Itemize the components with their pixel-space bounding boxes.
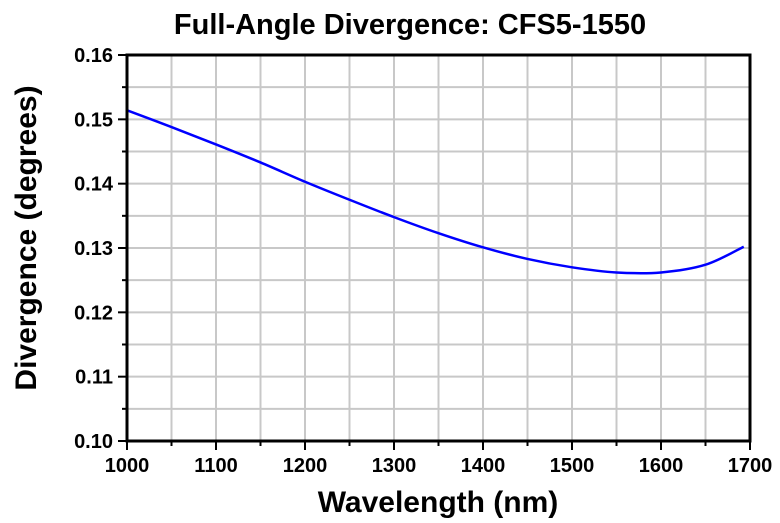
x-tick-label: 1400 (461, 455, 506, 477)
y-tick-label: 0.11 (75, 367, 113, 389)
chart-title: Full-Angle Divergence: CFS5-1550 (174, 9, 646, 41)
y-tick-label: 0.15 (74, 109, 113, 131)
x-tick-label: 1200 (283, 455, 328, 477)
y-tick-label: 0.14 (74, 174, 114, 196)
x-tick-label: 1700 (728, 455, 773, 477)
y-tick-label: 0.13 (74, 238, 113, 260)
series-line (126, 109, 745, 275)
x-tick-label: 1300 (372, 455, 417, 477)
y-axis-label: Divergence (degrees) (10, 85, 43, 390)
x-tick-label: 1100 (194, 455, 237, 477)
plot-frame (125, 53, 752, 443)
y-tick-label: 0.12 (74, 302, 113, 324)
x-tick-label: 1000 (105, 455, 150, 477)
x-tick-label: 1500 (550, 455, 595, 477)
y-tick-label: 0.10 (74, 431, 113, 453)
x-tick-label: 1600 (639, 455, 684, 477)
y-tick-label: 0.16 (74, 45, 113, 67)
x-axis-label: Wavelength (nm) (318, 486, 559, 519)
